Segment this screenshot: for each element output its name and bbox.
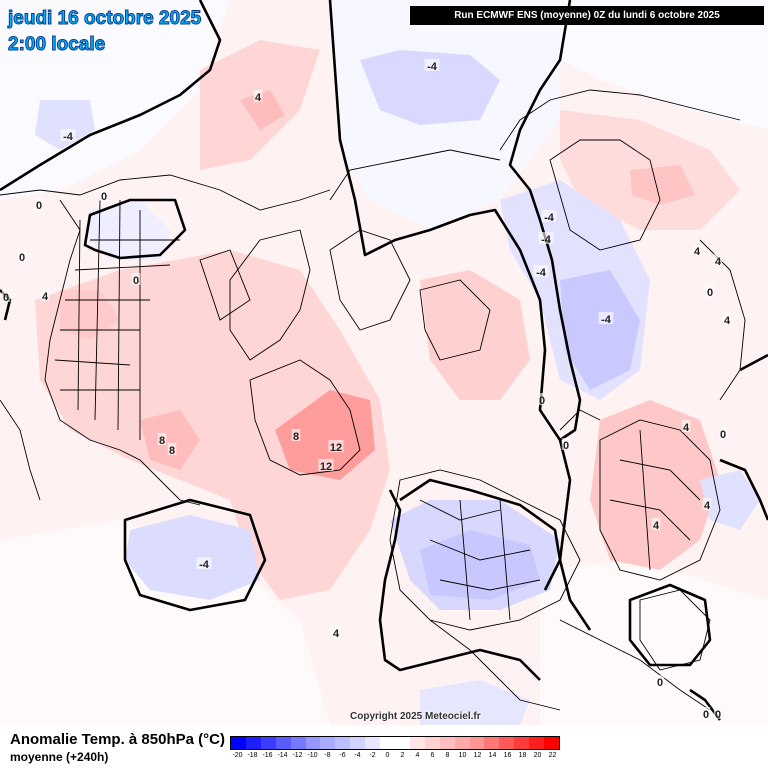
scale-label: -14 [277, 752, 288, 759]
scale-swatch [484, 737, 500, 749]
contour-label: -4 [199, 559, 210, 571]
scale-label: -10 [307, 752, 318, 759]
contour-label: 4 [333, 628, 340, 640]
scale-label: -16 [262, 752, 273, 759]
scale-swatch [424, 737, 440, 749]
contour-label: 0 [539, 395, 545, 407]
scale-label: -2 [369, 752, 376, 759]
contour-label: 4 [704, 500, 711, 512]
scale-swatch [514, 737, 530, 749]
scale-label: 14 [488, 752, 497, 759]
contour-label: 4 [724, 315, 731, 327]
contour-labels: 4-4-400408881212-4-4-4-4-400444440404000… [1, 59, 732, 721]
contour-label: 0 [19, 252, 25, 264]
contour-label: 4 [42, 291, 49, 303]
scale-label: 20 [533, 752, 542, 759]
run-info-banner: Run ECMWF ENS (moyenne) 0Z du lundi 6 oc… [410, 6, 764, 25]
legend-title: Anomalie Temp. à 850hPa (°C) [10, 731, 225, 748]
color-scale [230, 736, 560, 750]
contour-label: 0 [3, 292, 9, 304]
forecast-date: jeudi 16 octobre 2025 [7, 8, 202, 30]
scale-swatch [350, 737, 366, 749]
legend-subtitle: moyenne (+240h) [10, 750, 109, 764]
scale-swatch [544, 737, 559, 749]
scale-swatch [454, 737, 470, 749]
contour-label: 12 [330, 442, 342, 454]
contour-label: -4 [536, 267, 547, 279]
scale-label: 2 [400, 752, 405, 759]
contour-label: 4 [715, 256, 722, 268]
scale-label: 18 [518, 752, 527, 759]
scale-swatch [275, 737, 291, 749]
scale-swatch [290, 737, 306, 749]
scale-swatch [409, 737, 425, 749]
contour-label: 0 [720, 429, 726, 441]
scale-label: 16 [503, 752, 512, 759]
contour-label: 0 [563, 440, 569, 452]
scale-label: -8 [324, 752, 331, 759]
anomaly-map: 4-4-400408881212-4-4-4-4-400444440404000… [0, 0, 768, 725]
scale-label: -20 [232, 752, 243, 759]
scale-label: 10 [458, 752, 467, 759]
contour-label: 12 [320, 461, 332, 473]
contour-label: 0 [703, 709, 709, 721]
contour-label: 0 [715, 709, 721, 721]
copyright-notice: Copyright 2025 Meteociel.fr [350, 711, 481, 722]
contour-label: 0 [657, 677, 663, 689]
contour-label: -4 [541, 234, 552, 246]
contour-label: -4 [544, 212, 555, 224]
scale-label: 4 [415, 752, 420, 759]
scale-swatch [365, 737, 381, 749]
scale-label: 0 [385, 752, 390, 759]
scale-swatch [394, 737, 410, 749]
scale-swatch [499, 737, 515, 749]
contour-label: 8 [293, 431, 299, 443]
scale-swatch [305, 737, 321, 749]
contour-label: -4 [427, 61, 438, 73]
contour-label: 0 [36, 200, 42, 212]
contour-label: -4 [63, 131, 74, 143]
scale-swatch [320, 737, 336, 749]
scale-swatch [335, 737, 351, 749]
contour-label: 4 [683, 422, 690, 434]
scale-label: -4 [354, 752, 361, 759]
scale-swatch [231, 737, 246, 749]
contour-label: -4 [601, 314, 612, 326]
scale-swatch [380, 737, 395, 749]
contour-label: 0 [101, 191, 107, 203]
contour-label: 8 [159, 435, 165, 447]
contour-label: 0 [133, 275, 139, 287]
scale-label: -12 [292, 752, 303, 759]
contour-label: 4 [653, 520, 660, 532]
scale-swatch [439, 737, 455, 749]
scale-swatch [260, 737, 276, 749]
scale-swatch [245, 737, 261, 749]
scale-label: 22 [548, 752, 557, 759]
scale-label: 6 [430, 752, 435, 759]
scale-label: 12 [473, 752, 482, 759]
scale-swatch [469, 737, 485, 749]
scale-label: -18 [247, 752, 258, 759]
color-scale-labels: -20 -18 -16 -14 -12 -10 -8 -6 -4 -2 0 2 4 6 8 10 12 14 16 1… [230, 752, 560, 764]
contour-label: 0 [707, 287, 713, 299]
contour-label: 4 [255, 92, 262, 104]
scale-label: 8 [445, 752, 450, 759]
scale-swatch [529, 737, 545, 749]
contour-label: 8 [169, 445, 175, 457]
contour-label: 4 [694, 246, 701, 258]
scale-label: -6 [339, 752, 346, 759]
forecast-time: 2:00 locale [7, 34, 106, 56]
